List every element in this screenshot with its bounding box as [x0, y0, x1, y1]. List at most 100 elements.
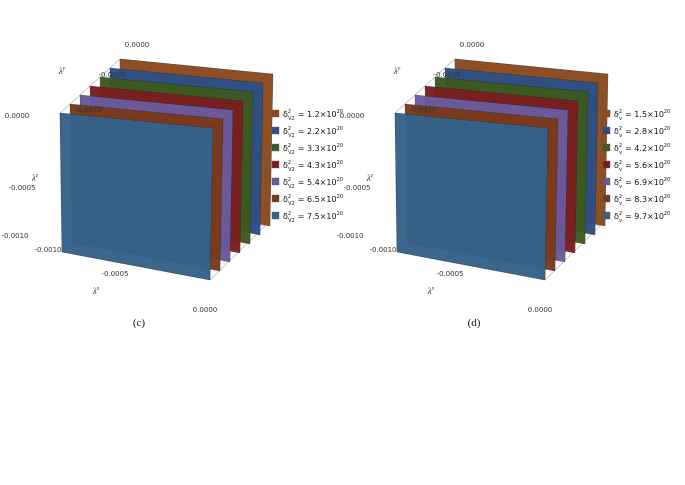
legend-swatch — [271, 194, 280, 203]
axis-label: λz — [31, 173, 39, 183]
tick-label: -0.0005 — [101, 270, 128, 278]
legend-value: = 5.4×10 — [298, 178, 337, 187]
tick-label: 0.0000 — [528, 306, 553, 314]
legend-value: = 1.2×10 — [298, 110, 337, 119]
legend-symbol: δ — [614, 144, 619, 153]
legend-exponent: 20 — [664, 211, 670, 217]
legend-entry: δ2 v = 9.7×1020 — [614, 211, 670, 224]
axis-symbol: λ — [366, 173, 371, 183]
axis-label: λy — [58, 66, 66, 76]
legend-exponent: 20 — [337, 211, 343, 217]
legend-value: = 3.3×10 — [298, 144, 337, 153]
legend-superscript: 2 — [619, 177, 622, 183]
legend-entry: δ2 V2 = 3.3×1020 — [283, 143, 343, 156]
axis-superscript: x — [431, 286, 435, 292]
legend-entry: δ2 V2 = 5.4×1020 — [283, 177, 343, 190]
caption: (d) — [468, 317, 481, 329]
legend-exponent: 20 — [337, 160, 343, 166]
tick-label: -0.0010 — [336, 232, 363, 240]
legend-value: = 4.2×10 — [625, 144, 664, 153]
legend-entry: δ2 v = 1.5×1020 — [614, 109, 670, 122]
legend-exponent: 20 — [337, 109, 343, 115]
legend-subscript: v — [619, 116, 622, 122]
legend-subscript: v — [619, 201, 622, 207]
legend-symbol: δ — [614, 161, 619, 170]
axis-symbol: λ — [31, 173, 36, 183]
tick-label: 0.0000 — [460, 41, 485, 49]
legend-superscript: 2 — [288, 160, 291, 166]
legend-superscript: 2 — [619, 126, 622, 132]
axis-symbol: λ — [92, 286, 97, 296]
legend-value: = 4.3×10 — [298, 161, 337, 170]
legend-exponent: 20 — [337, 126, 343, 132]
legend-subscript: V2 — [288, 201, 295, 207]
legend-superscript: 2 — [619, 109, 622, 115]
legend-symbol: δ — [283, 161, 288, 170]
legend-symbol: δ — [283, 212, 288, 221]
legend-symbol: δ — [283, 144, 288, 153]
axis-superscript: z — [35, 173, 39, 179]
legend-entry: δ2 V2 = 2.2×1020 — [283, 126, 343, 139]
tick-label: -0.0005 — [433, 71, 460, 79]
axis-superscript: x — [96, 286, 100, 292]
legend-symbol: δ — [614, 195, 619, 204]
tick-label: -0.0010 — [369, 246, 396, 254]
axis-superscript: z — [370, 173, 374, 179]
legend-symbol: δ — [614, 212, 619, 221]
legend-exponent: 20 — [337, 143, 343, 149]
legend-swatch — [271, 126, 280, 135]
legend-entry: δ2 v = 6.9×1020 — [614, 177, 670, 190]
legend-swatch — [602, 143, 611, 152]
legend-symbol: δ — [283, 178, 288, 187]
legend-superscript: 2 — [619, 194, 622, 200]
legend-swatch — [271, 160, 280, 169]
legend-exponent: 20 — [664, 194, 670, 200]
legend-superscript: 2 — [288, 211, 291, 217]
legend-exponent: 20 — [664, 160, 670, 166]
axis-symbol: λ — [393, 66, 398, 76]
legend-value: = 5.6×10 — [625, 161, 664, 170]
tick-label: 0.0000 — [193, 306, 218, 314]
legend-superscript: 2 — [288, 194, 291, 200]
legend-subscript: V2 — [288, 133, 295, 139]
axis-label: λx — [427, 286, 435, 296]
legend-subscript: v — [619, 184, 622, 190]
legend-symbol: δ — [614, 178, 619, 187]
legend-subscript: v — [619, 133, 622, 139]
tick-label: -0.0005 — [343, 184, 370, 192]
tick-label: -0.0005 — [98, 71, 125, 79]
legend-superscript: 2 — [288, 126, 291, 132]
tick-label: -0.0005 — [436, 270, 463, 278]
legend-value: = 6.5×10 — [298, 195, 337, 204]
legend-value: = 6.9×10 — [625, 178, 664, 187]
caption: (c) — [133, 317, 146, 329]
legend-superscript: 2 — [619, 143, 622, 149]
legend-value: = 8.3×10 — [625, 195, 664, 204]
legend-subscript: V2 — [288, 167, 295, 173]
legend-value: = 2.8×10 — [625, 127, 664, 136]
legend-subscript: V2 — [288, 150, 295, 156]
legend-value: = 2.2×10 — [298, 127, 337, 136]
legend-symbol: δ — [283, 110, 288, 119]
legend-swatch — [602, 126, 611, 135]
axis-symbol: λ — [427, 286, 432, 296]
tick-label: 0.0000 — [340, 112, 365, 120]
legend-subscript: V2 — [288, 116, 295, 122]
legend-exponent: 20 — [664, 143, 670, 149]
legend-value: = 9.7×10 — [625, 212, 664, 221]
panel: 0.0000-0.0005-0.0010λy0.0000-0.0005-0.00… — [336, 41, 609, 329]
legend-swatch — [602, 211, 611, 220]
panel: 0.0000-0.0005-0.0010λy0.0000-0.0005-0.00… — [1, 41, 274, 329]
legend-superscript: 2 — [288, 177, 291, 183]
legend-exponent: 20 — [337, 194, 343, 200]
tick-label: -0.0010 — [1, 232, 28, 240]
axis-superscript: y — [62, 66, 66, 72]
legend-value: = 7.5×10 — [298, 212, 337, 221]
legend-symbol: δ — [614, 127, 619, 136]
tick-label: 0.0000 — [5, 112, 30, 120]
legend-swatch — [602, 194, 611, 203]
legend-entry: δ2 v = 4.2×1020 — [614, 143, 670, 156]
legend-symbol: δ — [614, 110, 619, 119]
tick-label: -0.0010 — [34, 246, 61, 254]
